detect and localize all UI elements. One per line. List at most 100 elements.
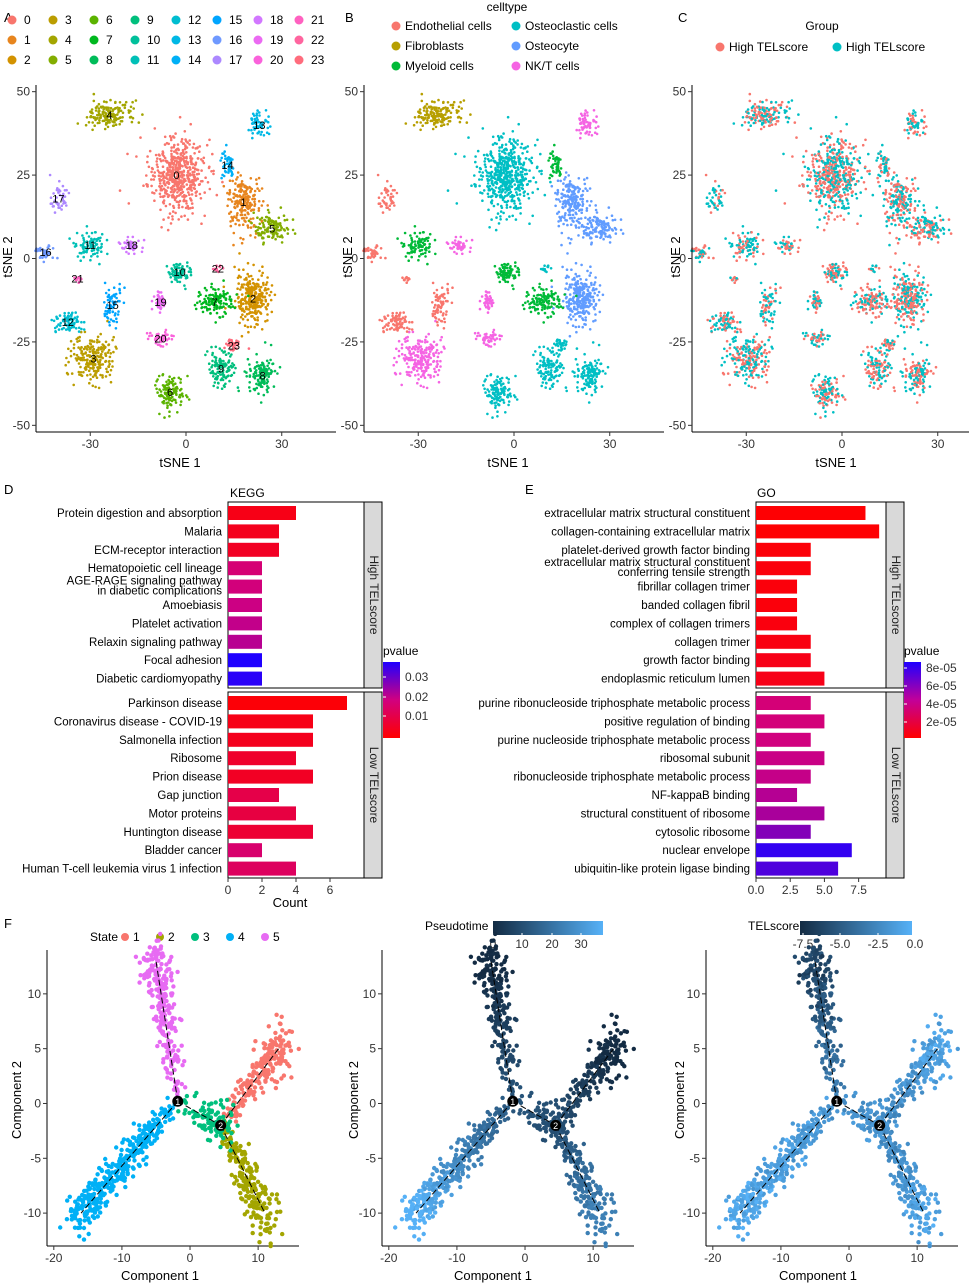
cell-point <box>163 182 166 186</box>
cell-point <box>547 370 550 374</box>
cell-point <box>185 146 189 149</box>
cell-point <box>222 285 226 289</box>
cell-point <box>77 326 81 330</box>
cell-point <box>514 218 518 221</box>
cell-point <box>568 298 571 301</box>
cell-point <box>574 261 578 265</box>
cell-point <box>505 170 509 174</box>
cell-point <box>537 297 541 301</box>
cell-point <box>230 353 233 356</box>
cell-point <box>77 330 81 333</box>
cell-point <box>579 302 583 305</box>
cell-point <box>261 291 264 295</box>
cell-point <box>158 388 161 391</box>
cluster-label: 0 <box>173 170 179 182</box>
cell-point <box>499 155 503 159</box>
cell-point <box>544 381 548 385</box>
cell-point <box>82 328 86 331</box>
cell-point <box>437 368 441 372</box>
cell-point <box>116 313 120 316</box>
cell-point <box>160 171 164 175</box>
cell-point <box>507 276 511 279</box>
cell-point <box>619 218 623 221</box>
cell-point <box>530 161 534 165</box>
cell-point <box>94 109 98 112</box>
cell-point <box>432 340 436 344</box>
cell-point <box>493 264 497 268</box>
cell-point <box>182 174 186 177</box>
cell-point <box>413 347 416 350</box>
cell-point <box>519 146 523 149</box>
cell-point <box>498 174 502 178</box>
cell-point <box>577 299 580 302</box>
legend-key-cluster <box>253 35 263 45</box>
cell-point <box>270 310 274 314</box>
cell-point <box>489 152 492 156</box>
cluster-label: 6 <box>167 387 173 399</box>
cell-point <box>566 189 570 193</box>
cell-point <box>259 311 262 314</box>
cell-point <box>531 297 534 301</box>
cell-point <box>166 168 169 171</box>
cell-point <box>181 205 184 209</box>
cell-point <box>227 361 230 364</box>
cell-point <box>447 109 451 113</box>
cell-point <box>172 376 176 380</box>
cell-point <box>258 189 261 192</box>
cell-point <box>506 181 509 185</box>
cell-point <box>208 165 211 169</box>
cell-point <box>580 263 583 267</box>
cell-point <box>42 260 46 264</box>
cell-point <box>594 364 597 368</box>
cell-point <box>228 179 232 182</box>
cell-point <box>70 313 73 316</box>
cell-point <box>118 101 122 104</box>
cell-point <box>244 291 248 295</box>
cell-point <box>594 380 598 383</box>
cell-point <box>68 237 71 240</box>
cell-point <box>291 218 295 221</box>
cell-point <box>183 284 186 287</box>
cell-point <box>285 218 289 222</box>
cell-point <box>94 231 97 234</box>
cell-point <box>228 193 231 196</box>
cell-point <box>146 337 150 341</box>
cell-point <box>556 379 559 383</box>
cell-point <box>193 303 197 307</box>
cell-point <box>588 274 591 277</box>
cell-point <box>222 359 225 363</box>
cell-point <box>408 374 412 378</box>
cell-point <box>286 232 290 235</box>
cell-point <box>401 316 405 320</box>
cell-point <box>181 195 184 198</box>
cell-point <box>225 363 228 367</box>
cell-point <box>141 246 144 250</box>
cell-point <box>177 203 181 207</box>
cell-point <box>266 313 269 316</box>
cell-point <box>542 345 546 349</box>
cell-point <box>568 285 571 289</box>
cell-point <box>416 350 420 353</box>
cell-point <box>169 222 173 225</box>
cell-point <box>228 188 232 192</box>
cell-point <box>76 320 80 323</box>
cell-point <box>508 215 511 218</box>
cell-point <box>482 189 486 192</box>
cell-point <box>195 168 199 171</box>
cell-point <box>502 277 506 280</box>
cell-point <box>503 163 506 166</box>
cell-point <box>588 369 592 373</box>
cell-point <box>190 162 193 166</box>
cell-point <box>507 153 511 156</box>
cell-point <box>435 343 439 346</box>
cell-point <box>170 146 173 149</box>
legend-key-cluster <box>7 55 17 65</box>
cell-point <box>131 100 134 104</box>
cell-point <box>418 237 421 241</box>
cell-point <box>518 202 522 205</box>
cell-point <box>161 373 165 376</box>
cell-point <box>574 211 577 214</box>
cell-point <box>179 153 183 156</box>
cell-point <box>150 184 153 188</box>
cell-point <box>283 229 287 232</box>
